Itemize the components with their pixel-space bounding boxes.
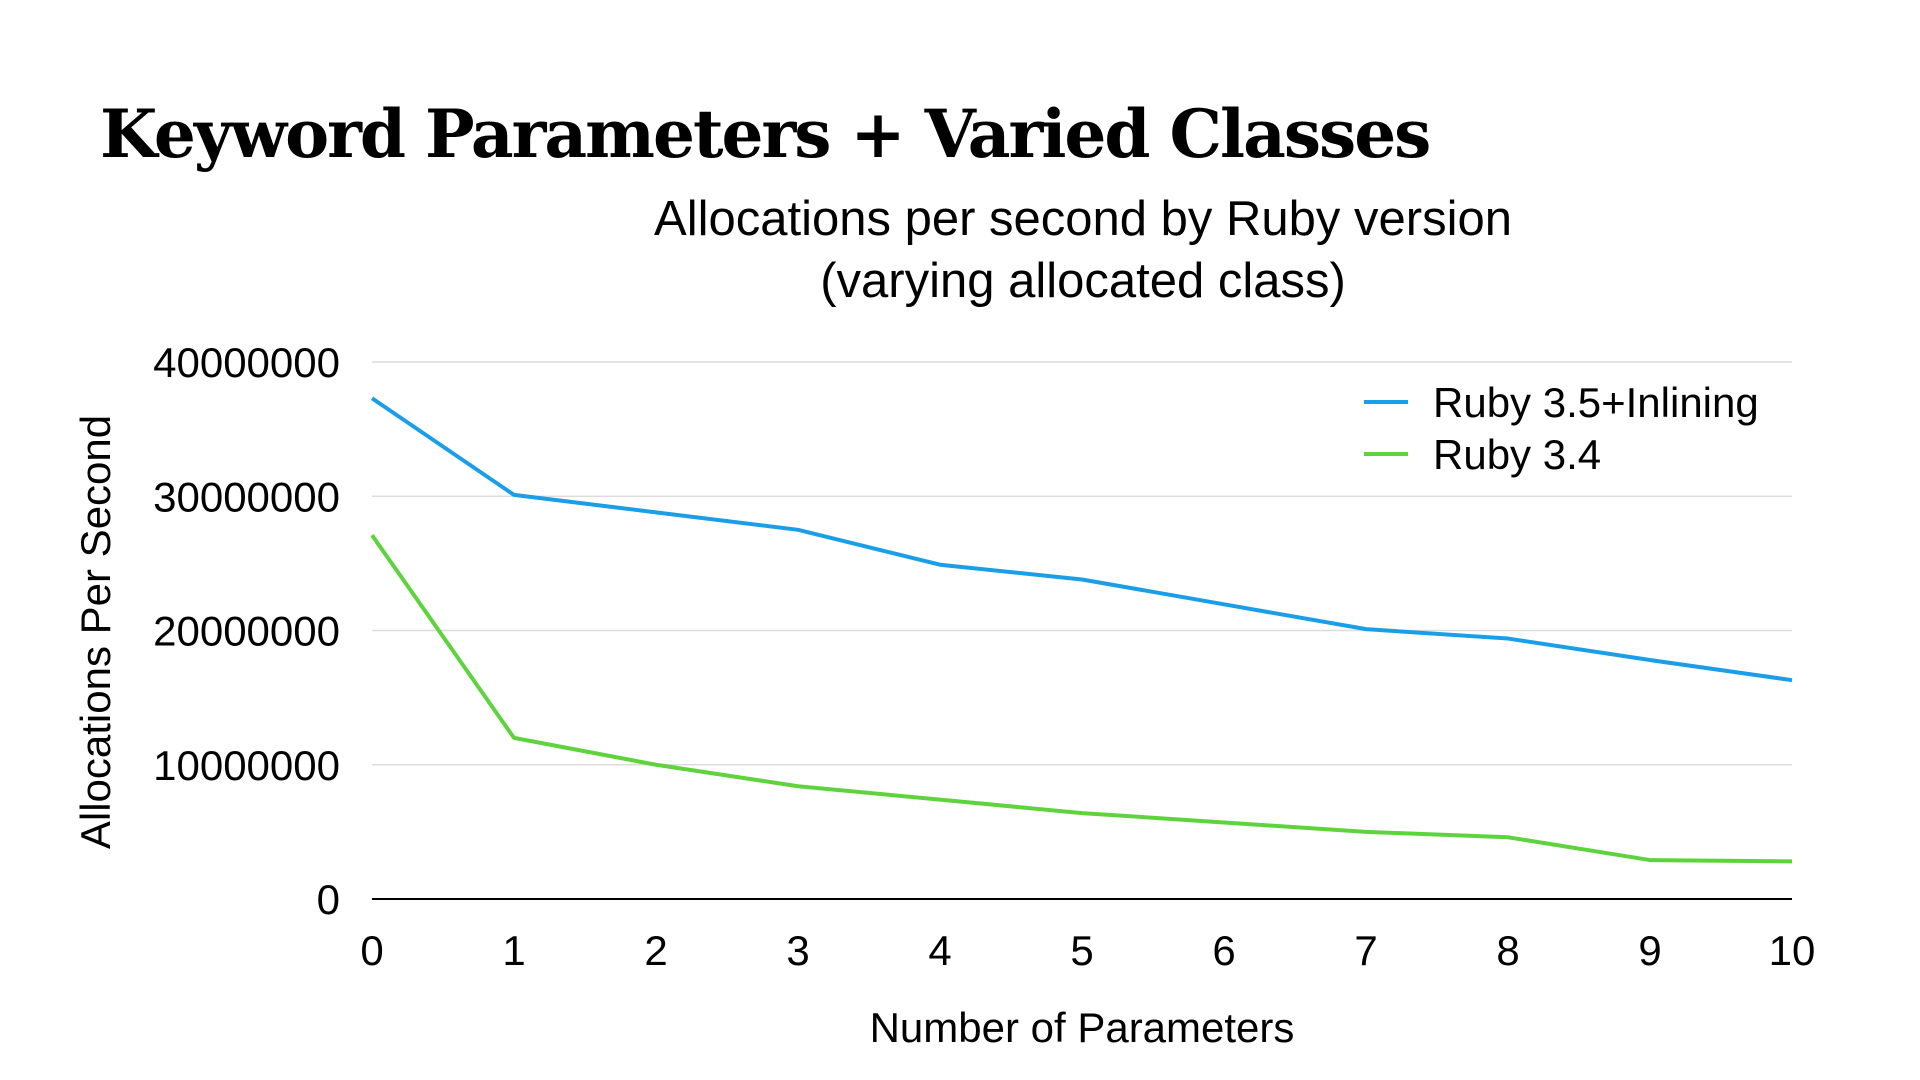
chart-title-line-2: (varying allocated class) xyxy=(820,254,1346,308)
legend-label: Ruby 3.5+Inlining xyxy=(1433,379,1759,426)
x-axis-label: Number of Parameters xyxy=(870,1004,1295,1051)
series-line-ruby-3-5-inlining xyxy=(370,396,1793,683)
x-tick-label: 7 xyxy=(1354,927,1377,974)
chart-title-line-1: Allocations per second by Ruby version xyxy=(654,192,1512,246)
x-tick-label: 1 xyxy=(502,927,525,974)
y-axis-label: Allocations Per Second xyxy=(72,415,119,849)
x-tick-label: 2 xyxy=(644,927,667,974)
x-tick-label: 8 xyxy=(1496,927,1519,974)
legend: Ruby 3.5+Inlining Ruby 3.4 xyxy=(1364,379,1759,478)
x-tick-label: 6 xyxy=(1212,927,1235,974)
y-tick-label: 30000000 xyxy=(153,473,340,520)
series-line-ruby-3-4 xyxy=(370,534,1793,864)
x-tick-label: 10 xyxy=(1769,927,1816,974)
x-tick-label: 5 xyxy=(1070,927,1093,974)
y-tick-label: 20000000 xyxy=(153,608,340,655)
y-tick-label: 0 xyxy=(317,876,340,923)
x-tick-label: 9 xyxy=(1638,927,1661,974)
slide-title: Keyword Parameters + Varied Classes xyxy=(100,95,1431,173)
legend-label: Ruby 3.4 xyxy=(1433,431,1601,478)
x-tick-label: 0 xyxy=(360,927,383,974)
y-tick-label: 10000000 xyxy=(153,742,340,789)
y-tick-label: 40000000 xyxy=(153,339,340,386)
x-tick-label: 3 xyxy=(786,927,809,974)
chart-title: Allocations per second by Ruby version (… xyxy=(0,188,1920,312)
x-tick-label: 4 xyxy=(928,927,951,974)
